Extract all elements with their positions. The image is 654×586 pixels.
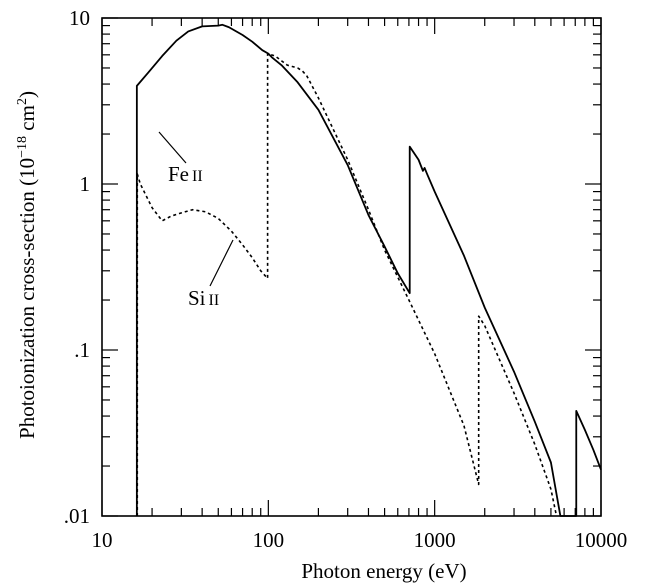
x-tick-label: 10000: [575, 528, 628, 552]
x-tick-label: 10: [92, 528, 113, 552]
y-axis-label-unit: cm: [15, 105, 39, 136]
y-axis-label-close: ): [15, 91, 39, 98]
y-axis-label-exp: −18: [15, 136, 30, 158]
axis-ticks: [101, 17, 602, 517]
y-tick-label: 10: [69, 6, 90, 30]
leader-line-si-ii: [209, 239, 234, 287]
series-line-si-ii: [136, 52, 558, 517]
y-axis-label: Photoionization cross-section (10−18 cm2…: [15, 91, 39, 439]
labels-layer: 10 100 1000 10000 .01 .1 1 10: [64, 6, 628, 552]
y-tick-label: .01: [64, 504, 90, 528]
y-tick-label: .1: [74, 338, 90, 362]
x-tick-label: 1000: [414, 528, 456, 552]
series-label-fe-ii: Fe II: [168, 162, 203, 186]
leader-line-fe-ii: [158, 131, 187, 164]
series-layer: [135, 23, 602, 517]
y-tick-label: 1: [80, 172, 91, 196]
x-axis-label: Photon energy (eV): [301, 559, 466, 583]
series-line-fe-ii: [135, 23, 602, 517]
plot-border: [101, 17, 602, 517]
plot-frame: [101, 17, 602, 517]
series-label-si-ii: Si II: [188, 286, 219, 310]
y-axis-label-unit-exp: 2: [15, 98, 30, 105]
y-axis-label-main: Photoionization cross-section (10: [15, 158, 39, 439]
x-tick-label: 100: [253, 528, 285, 552]
